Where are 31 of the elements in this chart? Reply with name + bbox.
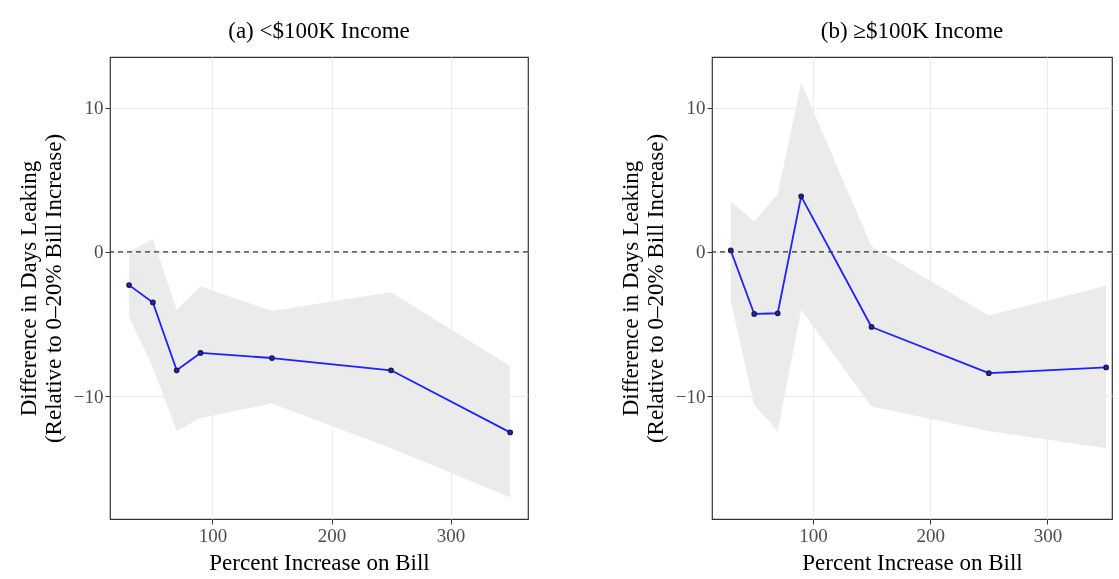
point [197,350,204,356]
x-tick-label: 200 [916,524,945,546]
x-tick-label: 300 [436,524,466,546]
chart-title: (b) ≥$100K Income [820,18,1004,43]
point [507,429,514,436]
point [868,324,875,330]
point [985,370,992,377]
x-axis-title: Percent Increase on Bill [802,549,1023,575]
point [1103,364,1110,371]
y-tick-label: 0 [94,241,104,263]
y-tick-label: −10 [73,385,104,407]
point [126,282,132,288]
chart-title: (a) <$100K Income [228,18,410,43]
point [173,367,180,374]
point [774,310,781,317]
y-axis-title: Difference in Days Leaking (Relative to 0–20% Bill Increase) [15,133,66,444]
point [388,367,394,374]
y-tick-label: −10 [675,385,706,407]
point [269,355,275,361]
y-tick-label: 10 [84,97,104,119]
x-tick-label: 100 [799,524,828,546]
x-axis-title: Percent Increase on Bill [209,549,430,575]
point [751,311,758,317]
x-tick-label: 200 [317,524,347,546]
x-tick-label: 100 [198,524,228,546]
point [150,299,156,306]
x-tick-label: 300 [1033,524,1063,546]
y-axis-title: Difference in Days Leaking (Relative to 0–20% Bill Increase) [617,133,668,444]
point [798,193,805,200]
y-tick-label: 0 [696,241,706,263]
y-tick-label: 10 [686,97,706,119]
